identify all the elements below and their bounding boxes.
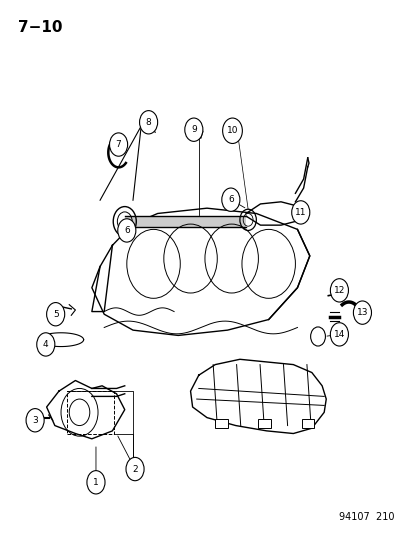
Circle shape: [353, 301, 370, 324]
Circle shape: [47, 303, 64, 326]
Circle shape: [330, 279, 348, 302]
Circle shape: [184, 118, 202, 141]
Text: 13: 13: [356, 308, 367, 317]
Circle shape: [330, 322, 348, 346]
Text: 7−10: 7−10: [18, 20, 62, 35]
Circle shape: [291, 201, 309, 224]
Bar: [258, 419, 270, 428]
Text: 14: 14: [333, 330, 344, 339]
Bar: [215, 419, 227, 428]
Circle shape: [26, 409, 44, 432]
Text: 6: 6: [123, 226, 129, 235]
Bar: [124, 216, 245, 227]
Circle shape: [139, 111, 157, 134]
Text: 5: 5: [53, 310, 58, 319]
Circle shape: [87, 471, 105, 494]
Circle shape: [222, 118, 242, 143]
Text: 6: 6: [228, 195, 233, 204]
Text: 7: 7: [115, 140, 121, 149]
Circle shape: [221, 188, 239, 212]
Text: 2: 2: [132, 465, 138, 473]
Text: 3: 3: [32, 416, 38, 425]
Text: 94107  210: 94107 210: [338, 512, 393, 522]
Bar: [301, 419, 313, 428]
Text: 8: 8: [145, 118, 151, 127]
Text: 4: 4: [43, 340, 48, 349]
Circle shape: [117, 219, 135, 242]
Text: 11: 11: [294, 208, 306, 217]
Text: 9: 9: [190, 125, 196, 134]
Text: 10: 10: [226, 126, 237, 135]
Text: 1: 1: [93, 478, 99, 487]
Circle shape: [37, 333, 55, 356]
Circle shape: [109, 133, 127, 156]
Circle shape: [126, 457, 144, 481]
Text: 12: 12: [333, 286, 344, 295]
